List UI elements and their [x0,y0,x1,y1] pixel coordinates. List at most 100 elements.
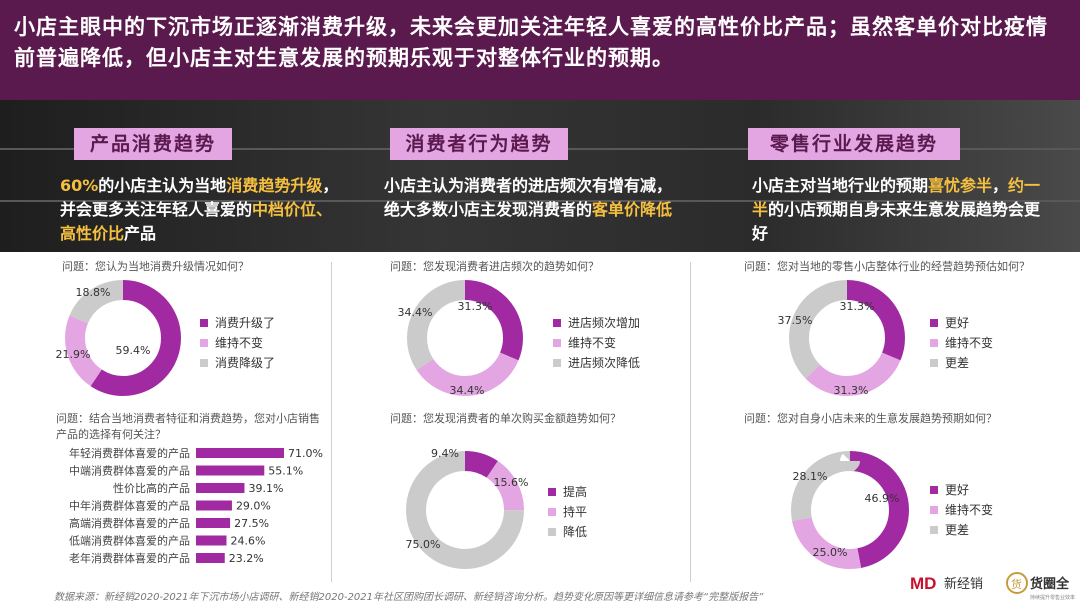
question-spend-per-visit: 问题：您发现消费者的单次购买金额趋势如何？ [390,412,621,425]
donut-consumption-upgrade: 59.4% 21.9% 18.8% [56,280,181,396]
value-label-c1-2: 18.8% [76,286,111,299]
tag-product-trend: 产品消费趋势 [74,128,232,160]
donut-visit-frequency: 31.3% 34.4% 34.4% [398,280,523,397]
bar-value-label: 23.2% [229,552,264,565]
blurb-text: ， [992,176,1009,195]
data-source: 数据来源：新经销2020-2021年下沉市场小店调研、新经销2020-2021年… [54,592,764,603]
donut-spend-per-visit: 9.4% 15.6% 75.0% [406,447,528,569]
question-industry-outlook: 问题：您对当地的零售小店整体行业的经营趋势预估如何？ [744,260,1030,273]
bar-category-label: 高端消费群体喜爱的产品 [69,516,190,530]
value-label-c1-0: 59.4% [116,344,151,357]
blurb-product-trend: 60%的小店主认为当地消费趋势升级，并会更多关注年轻人喜爱的中档价位、高性价比产… [60,174,346,246]
bar-category-label: 性价比高的产品 [113,481,190,495]
legend-swatch [553,359,561,367]
legend-label: 提高 [563,485,588,499]
bar-category-label: 年轻消费群体喜爱的产品 [69,446,190,460]
bar-value-label: 29.0% [236,500,271,513]
legend-label: 维持不变 [215,336,264,350]
legend-item: 降低 [548,522,587,542]
slice-c6-2 [791,451,909,569]
blurb-text: 的小店主认为当地 [98,176,227,195]
blurb-text: ，并会更多关注年轻人喜爱的 [60,176,339,219]
legend-visit-frequency: 进店频次增加 维持不变 进店频次降低 [553,313,640,373]
value-label-c4-2: 75.0% [406,538,441,551]
highlight-text: 消费趋势升级 [226,176,323,195]
value-label-c5-0: 31.3% [840,300,875,313]
legend-item: 消费降级了 [200,353,275,373]
legend-swatch [548,528,556,536]
xinjingxiao-logo-mark: MD [910,574,936,593]
slice-c4-1 [406,451,524,569]
value-label-c6-0: 46.9% [865,492,900,505]
legend-swatch [930,339,938,347]
value-label-c6-1: 25.0% [813,546,848,559]
legend-swatch [548,508,556,516]
huoquanquan-logo-ring [1006,572,1028,594]
value-label-c3-1: 34.4% [450,384,485,397]
bar-category-label: 中年消费群体喜爱的产品 [69,499,190,513]
legend-swatch [930,486,938,494]
legend-label: 进店频次增加 [568,316,641,330]
legend-swatch [200,359,208,367]
highlight-text: 客单价降低 [592,200,673,219]
blurb-text: 产品 [124,224,157,243]
legend-label: 更差 [945,523,970,537]
slice-c1-1 [65,280,181,396]
huoquanquan-logo-text: 货圈全 [1030,576,1070,592]
bar-1 [196,465,265,476]
legend-item: 消费升级了 [200,313,275,333]
legend-label: 消费降级了 [215,356,276,370]
value-label-c3-2: 34.4% [398,306,433,319]
value-label-c4-0: 9.4% [431,447,459,460]
value-label-c5-1: 31.3% [834,384,869,397]
huoquanquan-logo: 货 货圈全 持续提升零售业效率 [1006,572,1075,601]
blurb-consumer-trend: 小店主认为消费者的进店频次有增有减，绝大多数小店主发现消费者的客单价降低 [384,174,684,222]
legend-swatch [930,506,938,514]
legend-label: 更差 [945,356,970,370]
question-own-store-outlook: 问题：您对自身小店未来的生意发展趋势预期如何？ [744,412,997,425]
legend-label: 降低 [563,525,588,539]
bar-6 [196,553,225,563]
blurb-text: 小店主对当地行业的预期 [752,176,929,195]
legend-label: 消费升级了 [215,316,276,330]
tag-consumer-trend: 消费者行为趋势 [390,128,568,160]
highlight-text: 喜忧参半 [928,176,993,195]
legend-spend-per-visit: 提高 持平 降低 [548,482,587,542]
legend-industry-outlook: 更好 维持不变 更差 [930,313,993,373]
legend-swatch [930,526,938,534]
xinjingxiao-logo: MD 新经销 [910,574,983,593]
header-banner: 小店主眼中的下沉市场正逐渐消费升级，未来会更加关注年轻人喜爱的高性价比产品；虽然… [0,0,1080,100]
bar-3 [196,500,232,511]
legend-swatch [930,319,938,327]
donut-industry-outlook: 31.3% 31.3% 37.5% [778,280,905,397]
bar-value-label: 71.0% [288,447,323,460]
xinjingxiao-logo-text: 新经销 [944,576,983,592]
legend-swatch [200,339,208,347]
headline: 小店主眼中的下沉市场正逐渐消费升级，未来会更加关注年轻人喜爱的高性价比产品；虽然… [14,15,1048,70]
bar-4 [196,518,231,528]
blurb-text: 小店主认为消费者的进店频次有增有减，绝大多数小店主发现消费者的 [384,176,673,219]
highlight-text: 中档价位、高性价比 [60,200,333,243]
bar-category-label: 老年消费群体喜爱的产品 [69,551,190,565]
legend-item: 进店频次增加 [553,313,640,333]
legend-swatch [548,488,556,496]
bar-chart-product-focus: 年轻消费群体喜爱的产品 71.0% 中端消费群体喜爱的产品 55.1% 性价比高的产品 3… [69,446,323,565]
blurb-retail-trend: 小店主对当地行业的预期喜忧参半，约一半的小店预期自身未来生意发展趋势会更好 [752,174,1048,246]
value-label-c6-2: 28.1% [793,470,828,483]
legend-item: 维持不变 [930,500,993,520]
bar-2 [196,483,245,493]
legend-item: 更好 [930,313,993,333]
slice-c3-1 [407,280,523,396]
column-divider [331,262,332,582]
legend-swatch [200,319,208,327]
huoquanquan-logo-mark: 货 [1011,577,1022,591]
slice-c6-1 [791,451,909,569]
column-divider [690,262,691,582]
legend-label: 持平 [563,505,588,519]
highlight-text: 60% [60,176,99,195]
bar-0 [196,448,284,458]
bar-category-label: 中端消费群体喜爱的产品 [69,464,190,478]
legend-swatch [930,359,938,367]
legend-consumption-upgrade: 消费升级了维持不变消费降级了 [200,313,275,373]
legend-label: 维持不变 [568,336,617,350]
